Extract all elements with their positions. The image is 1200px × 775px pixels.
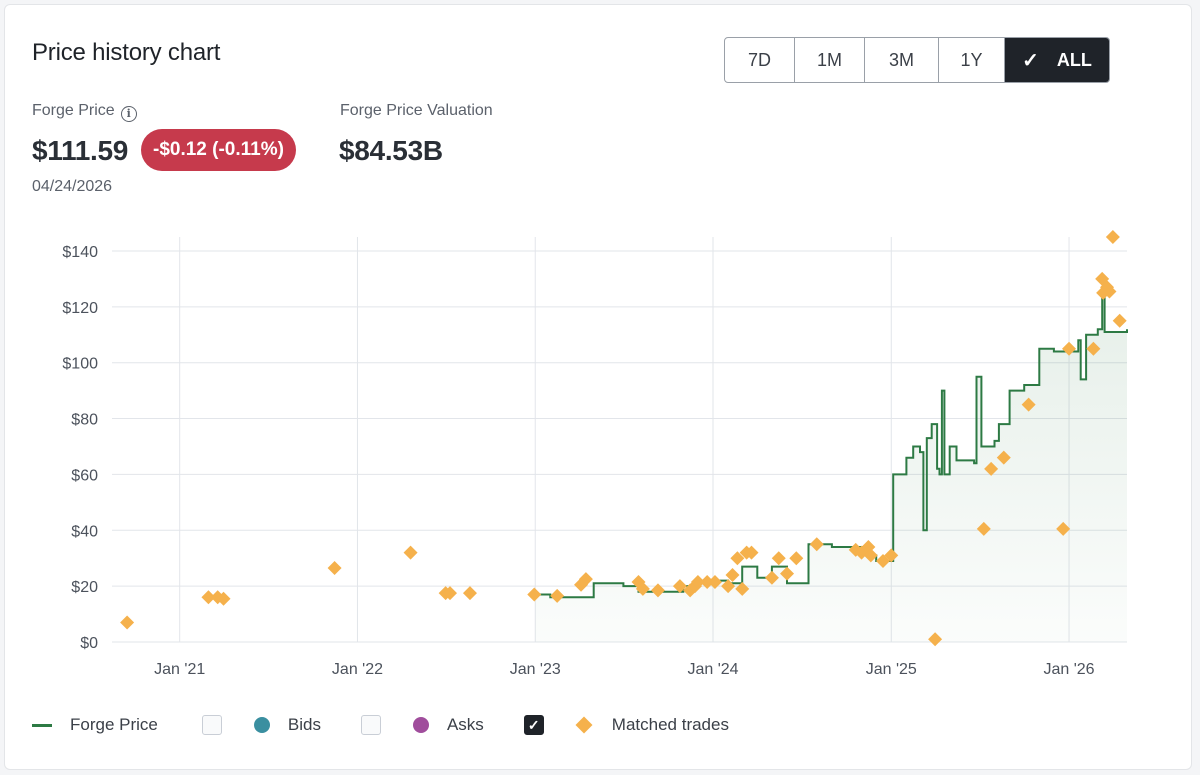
y-tick-label: $100 (62, 356, 98, 373)
matched-trade-point (984, 461, 999, 476)
matched-trade-point (550, 588, 565, 603)
check-icon: ✓ (1022, 49, 1039, 72)
y-tick-label: $80 (71, 412, 98, 429)
range-1m-button[interactable]: 1M (795, 38, 865, 82)
matched-trade-point (1056, 521, 1071, 536)
price-date: 04/24/2026 (32, 178, 113, 195)
range-1y-button[interactable]: 1Y (939, 38, 1005, 82)
forge-price-value: $111.59 (32, 135, 129, 166)
axis-labels: $0 $20 $40 $60 $80 $100 $120 $140 Jan '21 Jan '22… (62, 244, 1094, 678)
matched-trade-point (789, 551, 804, 566)
matched-trade-point (672, 579, 687, 594)
matched-trade-point (976, 521, 991, 536)
matched-trade-point (327, 560, 342, 575)
x-tick-label: Jan '25 (866, 661, 917, 678)
matched-trade-point (690, 574, 705, 589)
matched-trade-point (928, 632, 943, 647)
matched-trade-point (650, 583, 665, 598)
price-change-badge: -$0.12 (-0.11%) (141, 129, 296, 171)
matched-trade-point (462, 586, 477, 601)
range-all-label: ALL (1056, 49, 1092, 70)
legend-matched-trades[interactable]: Matched trades (544, 715, 729, 735)
bids-checkbox[interactable] (201, 715, 222, 735)
matched-trade-point (403, 545, 418, 560)
valuation-value: $84.53B (339, 135, 443, 166)
y-tick-label: $20 (71, 579, 98, 596)
matched-trade-point (735, 581, 750, 596)
matched-trade-point (764, 570, 779, 585)
matched-trades-layer (120, 230, 1127, 647)
price-area (535, 292, 1127, 642)
line-swatch (32, 723, 52, 727)
y-tick-label: $0 (80, 635, 98, 652)
valuation-label: Forge Price Valuation (340, 102, 493, 119)
info-icon[interactable]: i (120, 105, 137, 122)
matched-trade-point (1105, 230, 1120, 244)
legend-matched-trades-label: Matched trades (611, 715, 729, 734)
matched-trade-point (1086, 341, 1101, 356)
asks-checkbox[interactable] (360, 715, 381, 735)
matched-trade-point (527, 587, 542, 602)
asks-dot-icon (412, 717, 429, 733)
matched-trade-point (635, 581, 650, 596)
matched-trade-point (730, 551, 745, 566)
matched-trade-point (809, 537, 824, 552)
legend-asks[interactable]: Asks (381, 715, 484, 735)
matched-trade-point (1112, 313, 1127, 328)
range-3m-button[interactable]: 3M (865, 38, 939, 82)
legend-forge-price[interactable]: Forge Price (32, 715, 158, 735)
price-area-fill (535, 292, 1127, 642)
matched-trade-point (1102, 284, 1117, 299)
chart-legend: Forge Price Bids Asks ✓ Matched trades (32, 710, 729, 740)
legend-bids[interactable]: Bids (222, 715, 321, 735)
x-tick-label: Jan '23 (510, 661, 561, 678)
x-tick-label: Jan '21 (154, 661, 205, 678)
matched-trade-point (996, 450, 1011, 465)
matched-trade-point (721, 579, 736, 594)
x-tick-label: Jan '26 (1043, 661, 1094, 678)
matched-trade-point (744, 545, 759, 560)
matched-trade-point (578, 572, 593, 587)
bids-dot-icon (253, 717, 270, 733)
y-tick-label: $60 (71, 467, 98, 484)
matched-trade-point (1062, 341, 1077, 356)
matched-trade-point (725, 567, 740, 582)
matched-trades-checkbox[interactable]: ✓ (523, 715, 544, 735)
range-7d-button[interactable]: 7D (725, 38, 795, 82)
legend-bids-label: Bids (287, 715, 321, 734)
forge-price-label-row: Forge Price i (32, 102, 137, 122)
matched-trade-point (700, 574, 715, 589)
y-tick-label: $140 (62, 244, 98, 261)
legend-asks-label: Asks (446, 715, 484, 734)
matched-trade-point (707, 574, 722, 589)
matched-trade-point (771, 551, 786, 566)
matched-trade-point (884, 548, 899, 563)
matched-trade-point (216, 591, 231, 606)
forge-price-label: Forge Price (32, 102, 115, 119)
matched-trade-point (443, 586, 458, 601)
x-tick-label: Jan '22 (332, 661, 383, 678)
matched-trade-point (780, 566, 795, 581)
matched-trade-point (1021, 397, 1036, 412)
diamond-icon (575, 716, 593, 734)
matched-trade-point (120, 615, 135, 630)
matched-trade-point (201, 590, 216, 605)
y-tick-label: $120 (62, 300, 98, 317)
matched-trade-point (863, 548, 878, 563)
range-all-button[interactable]: ✓ ALL (1005, 38, 1109, 82)
range-selector: 7D 1M 3M 1Y ✓ ALL (724, 37, 1110, 83)
chart-title: Price history chart (32, 39, 221, 66)
x-tick-label: Jan '24 (687, 661, 738, 678)
legend-forge-price-label: Forge Price (70, 715, 158, 734)
y-tick-label: $40 (71, 523, 98, 540)
